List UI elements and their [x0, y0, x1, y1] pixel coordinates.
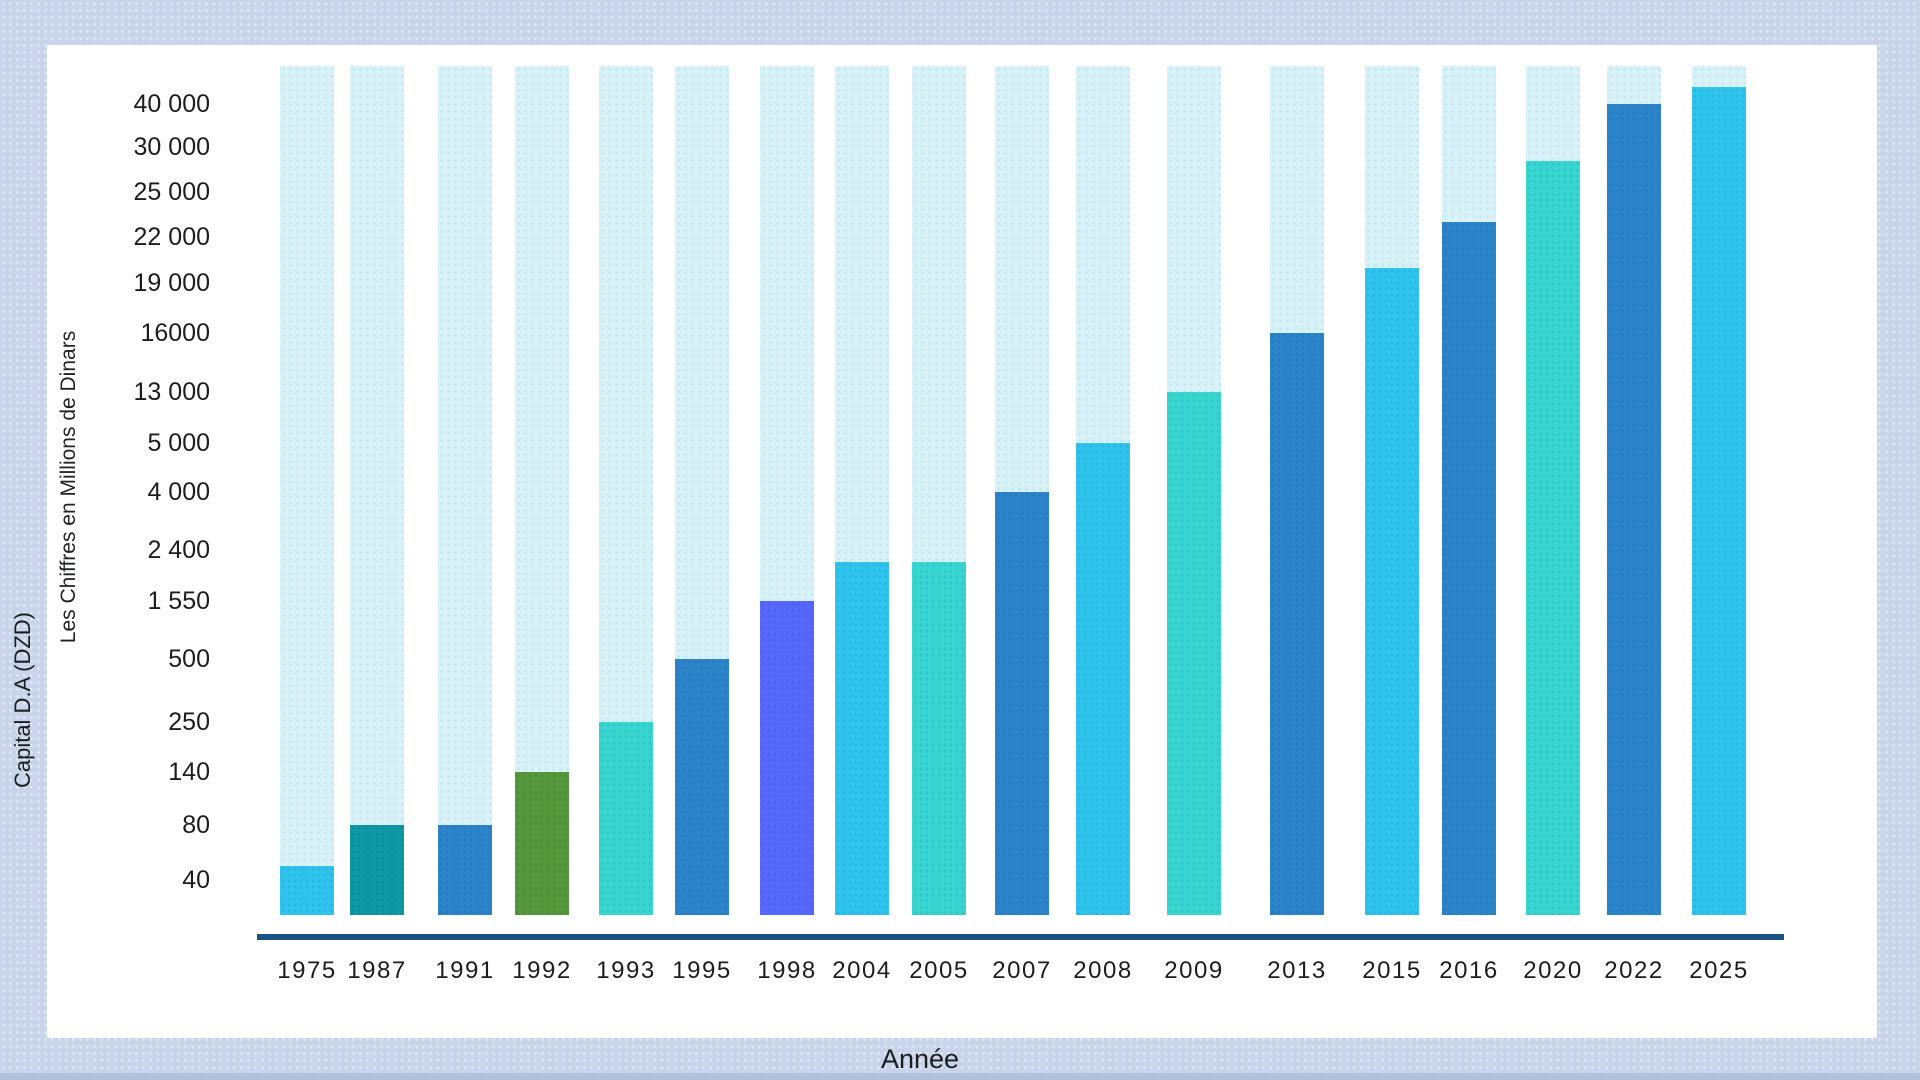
x-tick-label-2007: 2007 [992, 957, 1052, 984]
y-tick-label: 500 [168, 645, 210, 673]
x-tick-label-2025: 2025 [1689, 957, 1749, 984]
bar-1998 [760, 601, 814, 915]
x-tick-label-1998: 1998 [757, 957, 817, 984]
x-tick-label-1995: 1995 [672, 957, 732, 984]
bar-1975 [280, 866, 334, 915]
bar-1993 [599, 722, 653, 915]
bar-2022 [1607, 104, 1661, 915]
bar-2015 [1365, 268, 1419, 915]
y-tick-label: 30 000 [133, 133, 210, 161]
x-tick-label-2016: 2016 [1439, 957, 1499, 984]
bar-2020 [1526, 161, 1580, 915]
x-tick-label-1992: 1992 [512, 957, 572, 984]
bar-background-1975 [280, 66, 334, 915]
y-tick-label: 40 000 [133, 90, 210, 118]
x-tick-label-2015: 2015 [1362, 957, 1422, 984]
bar-background-1991 [438, 66, 492, 915]
x-tick-label-1975: 1975 [277, 957, 337, 984]
y-tick-label: 4 000 [147, 478, 210, 506]
y-tick-label: 2 400 [147, 536, 210, 564]
bar-2013 [1270, 333, 1324, 915]
bar-2008 [1076, 443, 1130, 915]
x-tick-label-1993: 1993 [596, 957, 656, 984]
bar-1991 [438, 825, 492, 915]
y-tick-label: 22 000 [133, 223, 210, 251]
x-tick-label-2004: 2004 [832, 957, 892, 984]
bar-2025 [1692, 87, 1746, 915]
y-tick-label: 25 000 [133, 178, 210, 206]
x-tick-label-2020: 2020 [1523, 957, 1583, 984]
x-tick-label-1991: 1991 [435, 957, 495, 984]
bar-2016 [1442, 222, 1496, 915]
y-tick-label: 140 [168, 758, 210, 786]
bar-2009 [1167, 392, 1221, 915]
y-tick-label: 16000 [140, 319, 210, 347]
y-tick-label: 19 000 [133, 269, 210, 297]
window-bottom-edge [0, 1073, 1920, 1080]
x-axis-line [257, 934, 1784, 940]
bar-2005 [912, 562, 966, 915]
y-tick-label: 1 550 [147, 587, 210, 615]
y-tick-label: 5 000 [147, 429, 210, 457]
y-tick-label: 250 [168, 708, 210, 736]
bar-1995 [675, 659, 729, 915]
bar-1987 [350, 825, 404, 915]
x-tick-label-2009: 2009 [1164, 957, 1224, 984]
bar-2004 [835, 562, 889, 915]
x-axis-title: Année [880, 1044, 960, 1074]
x-tick-label-2005: 2005 [909, 957, 969, 984]
bar-1992 [515, 772, 569, 915]
y-tick-label: 40 [182, 866, 210, 894]
x-tick-label-1987: 1987 [347, 957, 407, 984]
y-tick-label: 80 [182, 811, 210, 839]
x-tick-label-2008: 2008 [1073, 957, 1133, 984]
bar-background-1987 [350, 66, 404, 915]
y-tick-label: 13 000 [133, 378, 210, 406]
bar-2007 [995, 492, 1049, 915]
x-tick-label-2022: 2022 [1604, 957, 1664, 984]
x-tick-label-2013: 2013 [1267, 957, 1327, 984]
y-axis-title-capital: Capital D.A (DZD) [10, 611, 35, 789]
